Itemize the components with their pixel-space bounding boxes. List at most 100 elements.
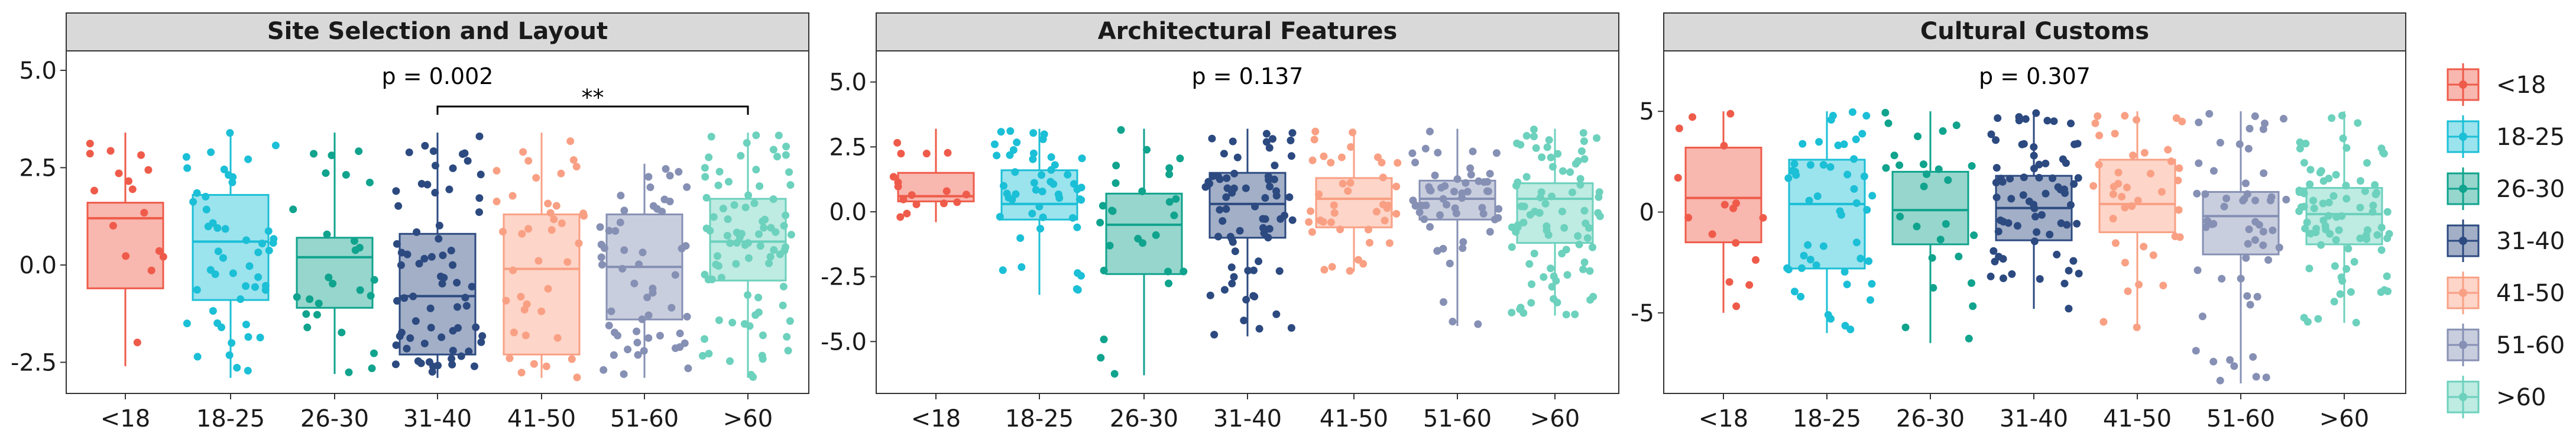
data-point (1054, 190, 1062, 198)
data-point (662, 164, 670, 173)
data-point (550, 215, 558, 224)
data-point (465, 347, 473, 356)
data-point (1576, 180, 1585, 189)
data-point (896, 213, 905, 221)
data-point (1517, 202, 1525, 211)
data-point (1458, 194, 1466, 202)
data-point (624, 346, 632, 354)
data-point (405, 149, 413, 157)
data-point (1222, 193, 1230, 201)
data-point (2114, 179, 2123, 188)
data-point (2201, 190, 2209, 198)
data-point (2209, 357, 2218, 366)
data-point (2205, 109, 2214, 118)
data-point (155, 247, 163, 255)
data-point (2306, 180, 2314, 188)
data-point (229, 269, 237, 277)
data-point (1271, 162, 1279, 170)
data-point (1176, 154, 1184, 163)
data-point (1540, 273, 1548, 281)
data-point (1039, 213, 1047, 221)
data-point (773, 153, 782, 161)
data-point (1866, 296, 1874, 304)
x-tick-label: 31-40 (2000, 405, 2068, 432)
data-point (133, 338, 141, 347)
data-point (2172, 114, 2180, 122)
data-point (912, 200, 921, 208)
data-point (2356, 204, 2364, 212)
data-point (1036, 224, 1045, 233)
data-point (2042, 159, 2050, 167)
data-point (254, 273, 263, 281)
data-point (2030, 143, 2038, 151)
data-point (705, 350, 713, 358)
data-point (2296, 138, 2304, 147)
data-point (1579, 265, 1587, 273)
data-point (1852, 135, 1860, 144)
data-point (1100, 335, 1108, 344)
data-point (1967, 279, 1975, 287)
data-point (1240, 317, 1248, 325)
data-point (754, 293, 763, 302)
data-point (2157, 188, 2166, 196)
y-tick-label: -5.0 (821, 328, 867, 356)
data-point (2300, 189, 2308, 198)
data-point (713, 252, 721, 260)
data-point (1784, 266, 1793, 274)
data-point (962, 191, 970, 199)
data-point (510, 328, 518, 337)
data-point (2275, 243, 2283, 251)
data-point (1901, 323, 1910, 331)
data-point (1346, 179, 1355, 187)
data-point (1554, 150, 1562, 158)
data-point (1840, 140, 1848, 149)
data-point (2193, 189, 2201, 198)
data-point (1106, 241, 1114, 250)
data-point (2373, 231, 2381, 239)
data-point (338, 328, 346, 337)
data-point (453, 279, 461, 287)
data-point (1307, 207, 1315, 215)
data-point (265, 246, 273, 254)
data-point (1453, 175, 1462, 183)
data-point (368, 364, 376, 373)
data-point (2111, 239, 2120, 247)
data-point (723, 231, 731, 240)
data-point (1992, 136, 2000, 144)
data-point (644, 173, 653, 181)
x-tick-label: 51-60 (610, 405, 679, 432)
data-point (2344, 244, 2353, 253)
data-point (1725, 278, 1733, 286)
data-point (1029, 149, 1038, 157)
data-point (1994, 114, 2002, 122)
data-point (1784, 174, 1793, 182)
data-point (714, 262, 722, 270)
data-point (1064, 170, 1072, 179)
data-point (1265, 225, 1274, 233)
data-point (656, 331, 664, 340)
data-point (2363, 226, 2371, 234)
panel-title: Architectural Features (1098, 18, 1398, 45)
data-point (740, 319, 749, 328)
data-point (767, 224, 775, 232)
data-point (1269, 135, 1277, 143)
data-point (620, 206, 628, 215)
data-point (1006, 127, 1015, 135)
data-point (1895, 161, 1904, 169)
data-point (2336, 290, 2344, 298)
data-point (1868, 280, 1876, 288)
data-point (367, 292, 375, 300)
data-point (211, 270, 219, 278)
data-point (1431, 171, 1439, 179)
data-point (1585, 224, 1593, 232)
data-point (756, 182, 764, 191)
data-point (1266, 182, 1274, 191)
p-value-annotation: p = 0.137 (1192, 63, 1304, 89)
x-tick-label: 41-50 (2103, 405, 2172, 432)
data-point (2347, 288, 2355, 296)
data-point (448, 354, 456, 363)
data-point (2269, 226, 2277, 234)
data-point (2342, 182, 2350, 190)
data-point (1517, 141, 1525, 149)
data-point (1336, 225, 1344, 234)
